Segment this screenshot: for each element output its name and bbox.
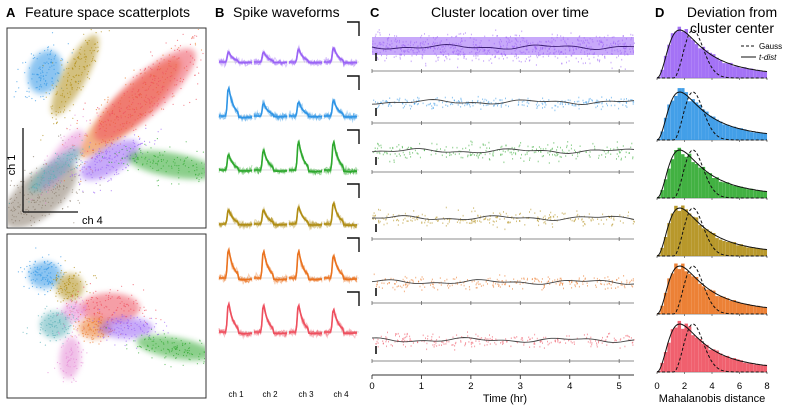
scale-bar-3 (347, 129, 360, 144)
distance-tick-6: 6 (737, 381, 742, 392)
panel-title-c: Cluster location over time (431, 4, 589, 20)
time-axis: 0 1 2 3 4 5 (369, 374, 634, 392)
cluster-teal-bottom (22, 305, 78, 346)
time-axis-label: Time (hr) (483, 393, 527, 405)
scale-bar-2 (347, 75, 360, 90)
panel-label-a: A (6, 5, 16, 20)
cluster-pink-lower (47, 325, 88, 383)
cluster-blue-bottom (17, 247, 66, 296)
channel-label-3: ch 3 (298, 390, 314, 399)
waveform-row-6 (218, 291, 360, 340)
cluster-pink-bottom (56, 296, 89, 332)
time-tick-0: 0 (369, 381, 374, 392)
waveform-row-3 (218, 129, 360, 177)
time-tick-4: 4 (567, 381, 572, 392)
distance-tick-4: 4 (709, 381, 714, 392)
panel-title-a: Feature space scatterplots (25, 4, 190, 20)
cluster-teal-top (8, 139, 90, 205)
panel-title-d-line1: Deviation from (687, 4, 777, 20)
waveform-row-2 (218, 75, 360, 124)
panel-label-c: C (370, 5, 380, 20)
distance-axis: 0 2 4 6 8 (654, 381, 769, 392)
waveform-row-4 (218, 183, 360, 231)
channel-label-1: ch 1 (228, 390, 244, 399)
histogram-1 (656, 26, 768, 80)
legend-gauss-label: Gauss (759, 42, 782, 51)
time-tick-1: 1 (419, 381, 424, 392)
panel-label-d: D (655, 5, 664, 20)
location-trace-4 (371, 206, 635, 241)
waveform-grid (218, 21, 360, 340)
time-tick-2: 2 (468, 381, 473, 392)
location-trace-1 (371, 29, 635, 73)
channel-label-4: ch 4 (333, 390, 349, 399)
distance-tick-8: 8 (764, 381, 769, 392)
deviation-histograms (656, 26, 768, 374)
location-trace-3 (371, 140, 635, 174)
cluster-blue-top (13, 32, 80, 102)
histogram-5 (656, 263, 768, 316)
scale-bar-4 (347, 183, 360, 198)
distance-axis-label: Mahalanobis distance (659, 393, 765, 405)
cluster-olive-bottom (49, 260, 97, 312)
histogram-2 (656, 88, 768, 142)
cluster-purple-top (48, 127, 162, 194)
distance-tick-2: 2 (682, 381, 687, 392)
time-tick-5: 5 (617, 381, 622, 392)
scale-bar-1 (347, 21, 360, 36)
cluster-purple-bottom (92, 309, 169, 349)
panel-title-d-line2: cluster center (690, 20, 774, 36)
time-tick-3: 3 (518, 381, 523, 392)
cluster-green-top (98, 138, 205, 187)
scale-bar-5 (347, 237, 360, 252)
histogram-4 (656, 205, 768, 258)
cluster-green-bottom (105, 327, 205, 368)
panel-label-b: B (215, 5, 224, 20)
waveform-row-5 (218, 237, 360, 286)
scatterplot-top (8, 29, 205, 227)
scatterplot-bottom (17, 247, 205, 383)
panel-title-b: Spike waveforms (233, 4, 340, 20)
scale-bar-6 (347, 291, 360, 306)
location-trace-5 (371, 273, 635, 305)
legend-tdist-label: t-dist (759, 53, 777, 62)
axis-label-ch1: ch 1 (6, 155, 18, 176)
histogram-6 (656, 320, 768, 374)
legend: Gauss t-dist (741, 42, 782, 62)
location-trace-2 (371, 95, 635, 125)
channel-label-2: ch 2 (262, 390, 278, 399)
waveform-row-1 (218, 21, 360, 69)
axis-label-ch4: ch 4 (82, 215, 103, 227)
histogram-3 (656, 147, 768, 200)
cluster-red-top (69, 33, 204, 178)
location-trace-6 (371, 331, 635, 363)
cluster-location-traces (371, 29, 635, 363)
distance-tick-0: 0 (654, 381, 659, 392)
cluster-olive-top (40, 29, 110, 141)
